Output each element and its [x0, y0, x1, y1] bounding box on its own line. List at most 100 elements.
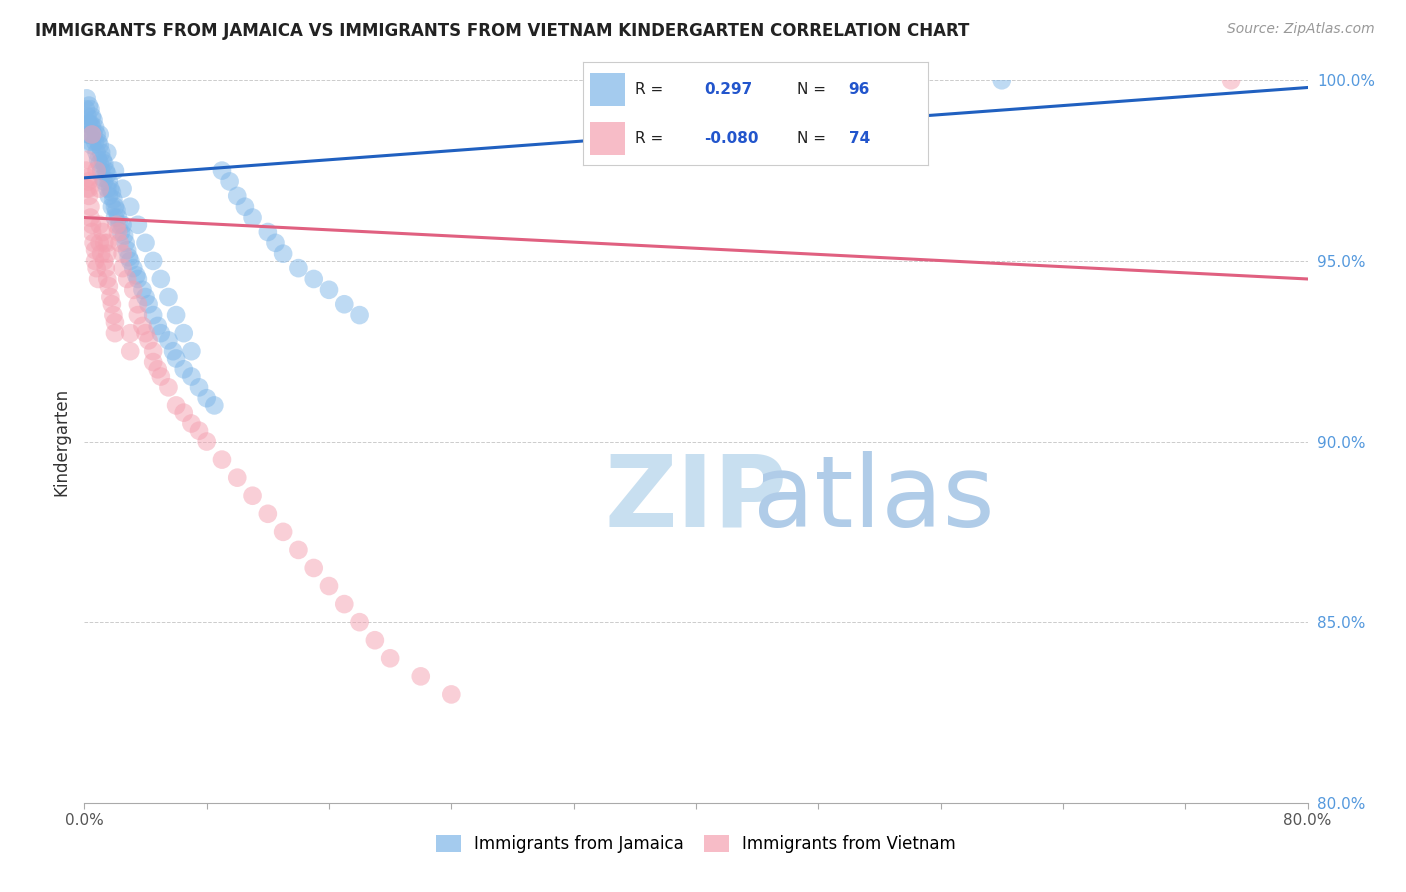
- Text: ZIP: ZIP: [605, 450, 787, 548]
- Point: [76, 153, 98, 167]
- Point: [86, 145, 108, 160]
- Point: [120, 326, 142, 341]
- Point: [135, 326, 157, 341]
- Point: [188, 424, 211, 438]
- Text: Source: ZipAtlas.com: Source: ZipAtlas.com: [1227, 22, 1375, 37]
- Point: [96, 272, 118, 286]
- Point: [104, 200, 127, 214]
- Point: [94, 261, 117, 276]
- Point: [111, 261, 134, 276]
- Point: [107, 211, 129, 225]
- Point: [302, 561, 325, 575]
- Point: [180, 344, 202, 359]
- Point: [76, 181, 98, 195]
- Point: [93, 156, 115, 170]
- Point: [90, 163, 112, 178]
- Point: [195, 391, 218, 405]
- Point: [96, 235, 118, 250]
- Point: [79, 211, 101, 225]
- Point: [333, 597, 356, 611]
- Point: [89, 235, 111, 250]
- Point: [89, 156, 111, 170]
- Point: [80, 218, 103, 232]
- Point: [111, 246, 134, 260]
- Text: -0.080: -0.080: [704, 131, 759, 146]
- Text: atlas: atlas: [752, 450, 994, 548]
- Point: [84, 243, 107, 257]
- Point: [83, 113, 105, 128]
- Point: [87, 153, 110, 167]
- Point: [101, 186, 124, 200]
- Point: [157, 334, 180, 348]
- Point: [115, 272, 138, 286]
- Point: [80, 120, 103, 135]
- Point: [120, 254, 142, 268]
- Point: [142, 344, 165, 359]
- Point: [76, 91, 98, 105]
- Legend: Immigrants from Jamaica, Immigrants from Vietnam: Immigrants from Jamaica, Immigrants from…: [429, 828, 963, 860]
- Point: [77, 128, 100, 142]
- Point: [93, 235, 115, 250]
- Point: [271, 246, 294, 260]
- Point: [131, 318, 153, 333]
- Point: [349, 308, 371, 322]
- Point: [120, 200, 142, 214]
- Point: [107, 225, 129, 239]
- Point: [440, 687, 463, 701]
- Point: [118, 250, 141, 264]
- Point: [111, 181, 134, 195]
- Text: R =: R =: [636, 81, 664, 96]
- Point: [180, 417, 202, 431]
- Point: [80, 109, 103, 123]
- Point: [112, 228, 135, 243]
- Point: [149, 326, 172, 341]
- Point: [349, 615, 371, 630]
- Point: [83, 235, 105, 250]
- Point: [77, 189, 100, 203]
- Text: 96: 96: [849, 81, 870, 96]
- Point: [79, 102, 101, 116]
- Point: [242, 489, 264, 503]
- Point: [96, 167, 118, 181]
- Point: [90, 246, 112, 260]
- Point: [218, 174, 240, 188]
- Point: [89, 181, 111, 195]
- Point: [96, 145, 118, 160]
- Point: [77, 181, 100, 195]
- Point: [165, 308, 187, 322]
- Point: [226, 189, 249, 203]
- Point: [226, 471, 249, 485]
- Point: [76, 109, 98, 123]
- Point: [138, 297, 160, 311]
- Point: [79, 117, 101, 131]
- Point: [86, 261, 108, 276]
- Point: [165, 351, 187, 366]
- Point: [271, 524, 294, 539]
- Point: [157, 290, 180, 304]
- Text: N =: N =: [797, 81, 827, 96]
- Point: [83, 128, 105, 142]
- Point: [76, 170, 98, 185]
- Point: [233, 200, 256, 214]
- Point: [149, 369, 172, 384]
- Point: [93, 174, 115, 188]
- Point: [131, 283, 153, 297]
- Point: [97, 279, 120, 293]
- Point: [380, 651, 402, 665]
- Point: [127, 308, 149, 322]
- Point: [105, 203, 128, 218]
- Point: [318, 283, 340, 297]
- Point: [84, 120, 107, 135]
- Point: [86, 128, 108, 142]
- Point: [79, 135, 101, 149]
- Point: [211, 163, 233, 178]
- Point: [103, 308, 125, 322]
- Point: [87, 135, 110, 149]
- Point: [257, 225, 280, 239]
- Bar: [591, 73, 624, 105]
- Point: [409, 669, 432, 683]
- Point: [96, 246, 118, 260]
- Point: [287, 543, 309, 558]
- Point: [287, 261, 309, 276]
- Point: [104, 326, 127, 341]
